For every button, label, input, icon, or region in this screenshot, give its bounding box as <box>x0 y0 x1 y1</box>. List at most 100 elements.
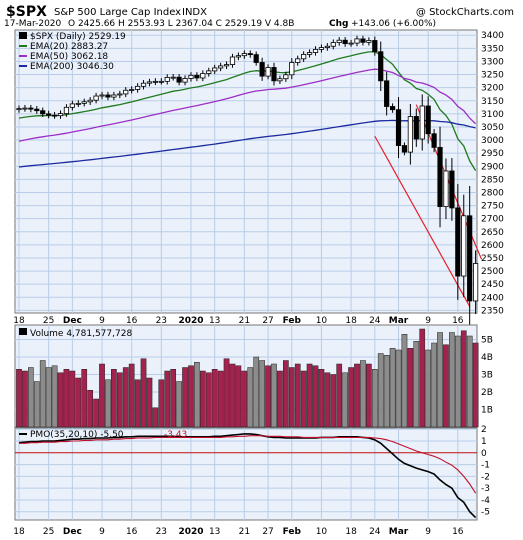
volume-bar-4 <box>39 360 46 428</box>
candle-body-4 <box>40 110 46 115</box>
x-tick-label: 9 <box>425 527 431 537</box>
x-tick-label: Dec <box>63 316 82 326</box>
candle-body-64 <box>395 109 402 146</box>
price-tick-3300: 3300 <box>481 57 504 67</box>
volume-bar-26 <box>170 369 177 428</box>
price-tick-2950: 2950 <box>481 149 504 159</box>
volume-bar-54 <box>336 363 343 428</box>
volume-tick-2B: 2B <box>481 388 493 398</box>
price-legend: $SPX (Daily) 2529.19 EMA(20) 2883.27 EMA… <box>19 32 126 72</box>
candle-body-21 <box>140 82 147 87</box>
x-tick-label: 16 <box>126 527 138 537</box>
candle-body-33 <box>212 67 218 72</box>
x-tick-label: Mar <box>389 527 409 537</box>
price-tick-2850: 2850 <box>481 175 504 185</box>
candle-body-27 <box>176 76 182 83</box>
volume-bar-62 <box>383 355 390 428</box>
pmo-tick-2: 2 <box>481 425 487 435</box>
candle-body-66 <box>407 116 413 153</box>
volume-bar-32 <box>205 372 212 428</box>
candle-body-20 <box>134 85 141 90</box>
volume-bar-13 <box>93 398 99 428</box>
x-tick-label: Feb <box>283 316 302 326</box>
price-tick-3000: 3000 <box>481 136 504 146</box>
price-tick-2350: 2350 <box>481 306 504 316</box>
watermark-text: @ StockCharts.com <box>416 7 514 18</box>
x-tick-label: 18 <box>13 527 25 537</box>
candle-body-55 <box>342 39 348 45</box>
volume-bar-57 <box>354 363 360 428</box>
pmo-legend: PMO(35,20,10) -5.50 -3.43 <box>19 430 187 440</box>
candle-body-28 <box>182 78 188 83</box>
volume-bar-58 <box>360 360 366 428</box>
legend-ema50: EMA(50) 3062.18 <box>30 52 108 62</box>
volume-bar-77 <box>472 342 479 428</box>
volume-bar-31 <box>199 370 206 428</box>
x-tick-label: 27 <box>262 316 273 326</box>
candle-body-61 <box>378 51 384 82</box>
candle-body-75 <box>461 215 467 277</box>
volume-bar-44 <box>277 370 283 428</box>
volume-bar-25 <box>164 370 171 428</box>
price-tick-2400: 2400 <box>481 293 504 303</box>
volume-bar-60 <box>371 369 378 428</box>
price-tick-2900: 2900 <box>481 162 504 172</box>
volume-bar-16 <box>111 369 117 428</box>
pmo-title: PMO(35,20,10) -5.50 <box>30 430 124 440</box>
pmo-panel <box>14 427 478 521</box>
pmo-tick--4: -4 <box>481 496 490 506</box>
volume-tick-4B: 4B <box>481 353 493 363</box>
volume-bar-34 <box>217 370 224 428</box>
volume-bar-59 <box>366 363 372 428</box>
candle-body-6 <box>51 114 58 117</box>
price-tick-2800: 2800 <box>481 188 504 198</box>
candle-body-1 <box>22 107 28 110</box>
candle-body-56 <box>348 42 354 45</box>
pmo-lines <box>18 433 477 519</box>
candle-body-70 <box>431 133 437 148</box>
candle-body-34 <box>218 65 224 69</box>
volume-bar-51 <box>318 369 325 428</box>
legend-swatch-price <box>19 32 27 39</box>
x-tick-label: 10 <box>316 527 328 537</box>
pmo-line <box>18 433 477 519</box>
volume-bar-71 <box>437 332 443 428</box>
candle-body-0 <box>16 108 22 111</box>
candle-body-38 <box>241 53 247 57</box>
pmo-tick--1: -1 <box>481 461 490 471</box>
volume-bar-24 <box>158 379 165 428</box>
volume-bar-75 <box>460 330 467 428</box>
volume-axis: 1B 2B 3B 4B 5B <box>481 336 493 416</box>
volume-bar-1 <box>22 370 28 428</box>
volume-bar-36 <box>229 363 236 428</box>
x-tick-label: Dec <box>63 527 82 537</box>
candle-body-63 <box>389 106 396 111</box>
candle-body-43 <box>271 67 277 82</box>
candle-body-2 <box>28 107 34 110</box>
volume-bar-65 <box>401 334 408 428</box>
candle-body-69 <box>425 105 431 135</box>
volume-bar-21 <box>140 358 147 428</box>
volume-bar-5 <box>45 367 52 428</box>
price-tick-3050: 3050 <box>481 123 504 133</box>
price-tick-3150: 3150 <box>481 97 504 107</box>
volume-bar-29 <box>188 365 194 428</box>
index-name-text: S&P 500 Large Cap Index <box>54 7 181 18</box>
candle-body-77 <box>473 263 479 302</box>
x-tick-label: 9 <box>425 316 431 326</box>
volume-bar-8 <box>63 369 70 428</box>
volume-bar-74 <box>454 335 461 428</box>
x-tick-label: 2020 <box>178 527 203 537</box>
price-tick-2500: 2500 <box>481 267 504 277</box>
date-axis-bottom: 18 25 Dec 9 16 23 2020 13 21 27 Feb 10 18 24 Mar 9 16 <box>13 527 464 537</box>
x-tick-label: 21 <box>239 527 250 537</box>
volume-bar-50 <box>312 365 319 428</box>
volume-bar-67 <box>413 341 420 428</box>
x-tick-label: 27 <box>262 527 273 537</box>
candle-body-9 <box>69 103 75 108</box>
price-panel <box>14 29 478 314</box>
candle-body-47 <box>295 58 301 63</box>
candle-body-50 <box>312 48 319 53</box>
legend-ema200: EMA(200) 3046.30 <box>30 62 114 72</box>
